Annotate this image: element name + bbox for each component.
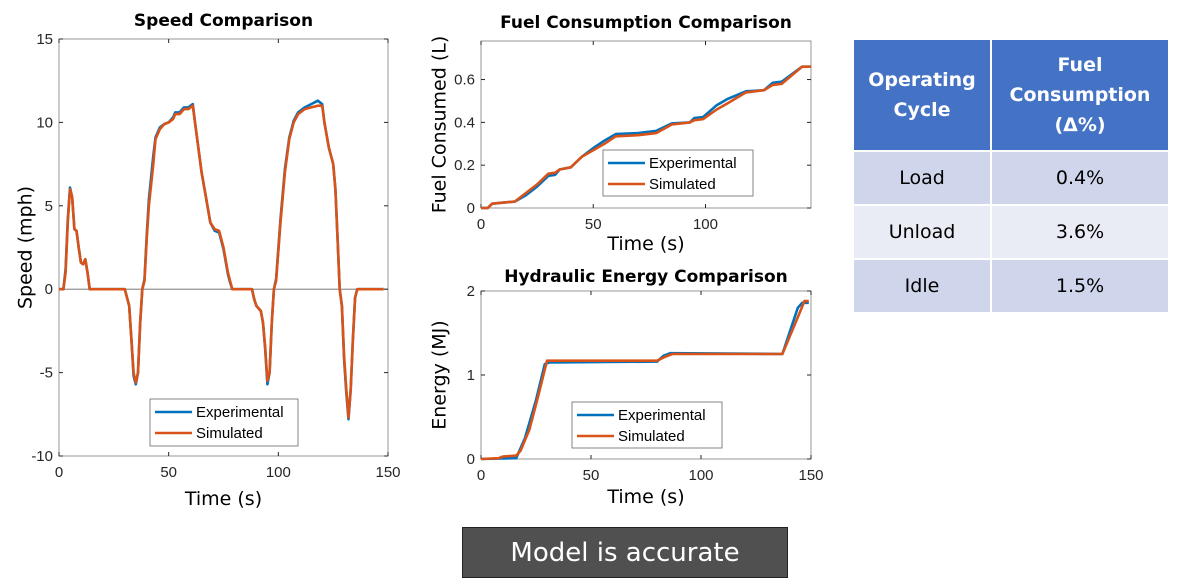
- cycle-cell: Unload: [852, 204, 992, 260]
- table-row: Unload 3.6%: [852, 204, 1170, 260]
- header-operating-cycle: Operating Cycle: [852, 38, 992, 152]
- y-tick-label: 0: [467, 451, 475, 468]
- cycle-cell: Load: [852, 150, 992, 206]
- legend-box: [149, 398, 299, 447]
- y-tick-label: 5: [45, 198, 53, 215]
- x-tick-label: 150: [375, 464, 400, 481]
- y-tick-label: 0: [467, 200, 475, 217]
- cycle-cell: Idle: [852, 258, 992, 314]
- delta-cell: 1.5%: [990, 258, 1170, 314]
- chart-2: 0 50 100 150 0 1 2 Hydraulic Energy Comparison T…: [429, 267, 824, 508]
- legend-label: Experimental: [196, 404, 284, 421]
- x-tick-label: 0: [55, 464, 63, 481]
- table-row: Load 0.4%: [852, 150, 1170, 206]
- legend: Experimental Simulated: [149, 398, 299, 447]
- delta-cell: 0.4%: [990, 150, 1170, 206]
- y-tick-label: 0.2: [454, 157, 475, 174]
- legend-label: Simulated: [196, 425, 263, 442]
- y-tick-label: 15: [36, 31, 53, 48]
- x-tick-label: 100: [688, 467, 713, 484]
- y-tick-label: 0: [45, 281, 53, 298]
- chart-0: 0 50 100 150 -10 -5 0 5 10 15 Speed Comparison Time…: [15, 11, 401, 510]
- conclusion-banner: Model is accurate: [462, 527, 788, 578]
- legend-label: Simulated: [618, 428, 685, 445]
- x-tick-label: 100: [266, 464, 291, 481]
- x-tick-label: 150: [798, 467, 823, 484]
- table-header-row: Operating Cycle Fuel Consumption (Δ%): [852, 38, 1170, 152]
- legend-label: Experimental: [618, 407, 706, 424]
- y-tick-label: 0.4: [454, 114, 475, 131]
- x-tick-label: 0: [477, 467, 485, 484]
- table-row: Idle 1.5%: [852, 258, 1170, 314]
- chart-title: Hydraulic Energy Comparison: [504, 267, 788, 287]
- series-line-simulated: [480, 299, 809, 461]
- legend: Experimental Simulated: [602, 149, 754, 197]
- y-tick-label: 1: [467, 367, 475, 384]
- delta-cell: 3.6%: [990, 204, 1170, 260]
- y-axis-label: Fuel Consumed (L): [429, 36, 451, 214]
- y-tick-label: -5: [40, 365, 53, 382]
- x-tick-label: 50: [160, 464, 177, 481]
- chart-title: Speed Comparison: [134, 11, 313, 31]
- x-tick-label: 50: [585, 216, 602, 233]
- y-tick-label: -10: [31, 448, 53, 465]
- legend-label: Experimental: [649, 155, 737, 172]
- x-axis-label: Time (s): [606, 486, 684, 508]
- legend: Experimental Simulated: [571, 401, 723, 449]
- series-line-simulated: [59, 104, 384, 419]
- chart-title: Fuel Consumption Comparison: [500, 13, 792, 33]
- legend-box: [602, 149, 754, 197]
- y-tick-label: 10: [36, 114, 53, 131]
- fuel-consumption-table: Operating Cycle Fuel Consumption (Δ%) Lo…: [852, 38, 1170, 314]
- y-axis-label: Speed (mph): [15, 186, 37, 309]
- x-axis-label: Time (s): [606, 233, 684, 255]
- legend-box: [571, 401, 723, 449]
- y-axis-label: Energy (MJ): [429, 320, 451, 429]
- header-fuel-consumption: Fuel Consumption (Δ%): [990, 38, 1170, 152]
- x-axis-label: Time (s): [184, 488, 262, 510]
- chart-1: 0 50 100 0 0.2 0.4 0.6 Fuel Consumption Compari…: [429, 13, 812, 255]
- y-tick-label: 2: [467, 283, 475, 300]
- x-tick-label: 0: [477, 216, 485, 233]
- x-tick-label: 100: [693, 216, 718, 233]
- legend-label: Simulated: [649, 176, 716, 193]
- y-tick-label: 0.6: [454, 72, 475, 89]
- series-line-simulated: [481, 65, 811, 210]
- x-tick-label: 50: [583, 467, 600, 484]
